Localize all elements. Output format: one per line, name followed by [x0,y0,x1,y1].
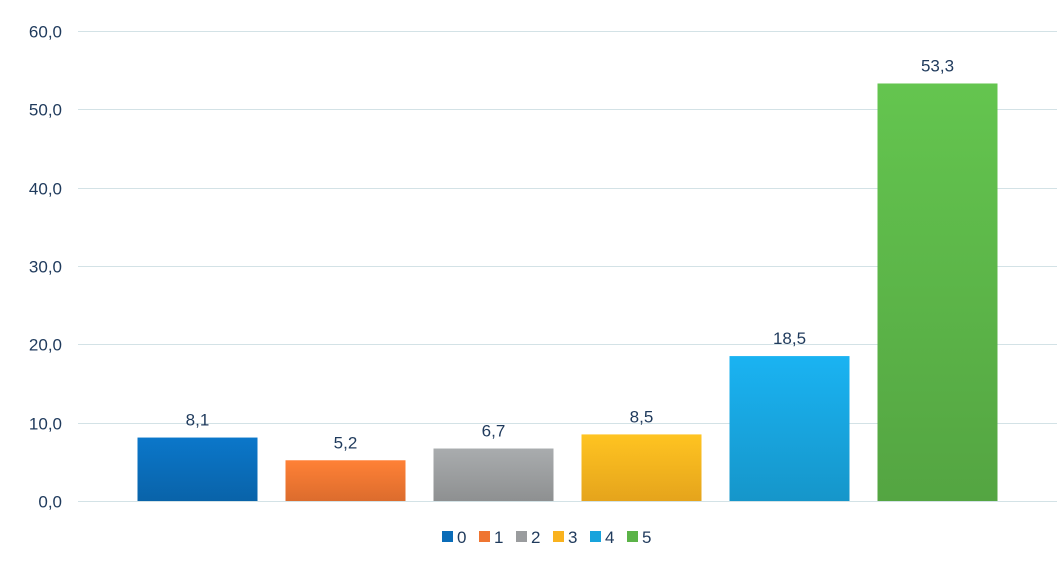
bar-2 [433,448,554,501]
bar-0 [137,437,258,501]
y-axis-ticks: 0,0 10,0 20,0 30,0 40,0 50,0 60,0 [29,23,62,512]
bar-3 [581,434,702,501]
data-label-3: 8,5 [630,407,654,426]
bars [137,83,998,501]
y-tick-label: 0,0 [38,493,62,512]
data-label-4: 18,5 [773,329,806,348]
data-label-5: 53,3 [921,56,954,75]
legend: 0 1 2 3 4 5 [442,528,651,547]
legend-swatch-5 [627,531,638,542]
y-tick-label: 50,0 [29,101,62,120]
legend-swatch-3 [553,531,564,542]
bar-4 [729,356,850,501]
y-tick-label: 40,0 [29,180,62,199]
legend-label-1: 1 [494,528,503,547]
data-label-0: 8,1 [186,411,210,430]
y-tick-label: 10,0 [29,415,62,434]
y-tick-label: 60,0 [29,23,62,42]
legend-label-3: 3 [568,528,577,547]
legend-swatch-4 [590,531,601,542]
data-labels: 8,1 5,2 6,7 8,5 18,5 53,3 [186,56,954,452]
legend-swatch-1 [479,531,490,542]
legend-swatch-2 [516,531,527,542]
data-label-2: 6,7 [482,422,506,441]
y-tick-label: 20,0 [29,336,62,355]
legend-label-2: 2 [531,528,540,547]
data-label-1: 5,2 [334,433,358,452]
bar-1 [285,460,406,501]
legend-label-0: 0 [457,528,466,547]
legend-swatch-0 [442,531,453,542]
gridlines [78,31,1057,502]
bar-5 [877,83,998,501]
legend-label-5: 5 [642,528,651,547]
legend-label-4: 4 [605,528,614,547]
y-tick-label: 30,0 [29,258,62,277]
